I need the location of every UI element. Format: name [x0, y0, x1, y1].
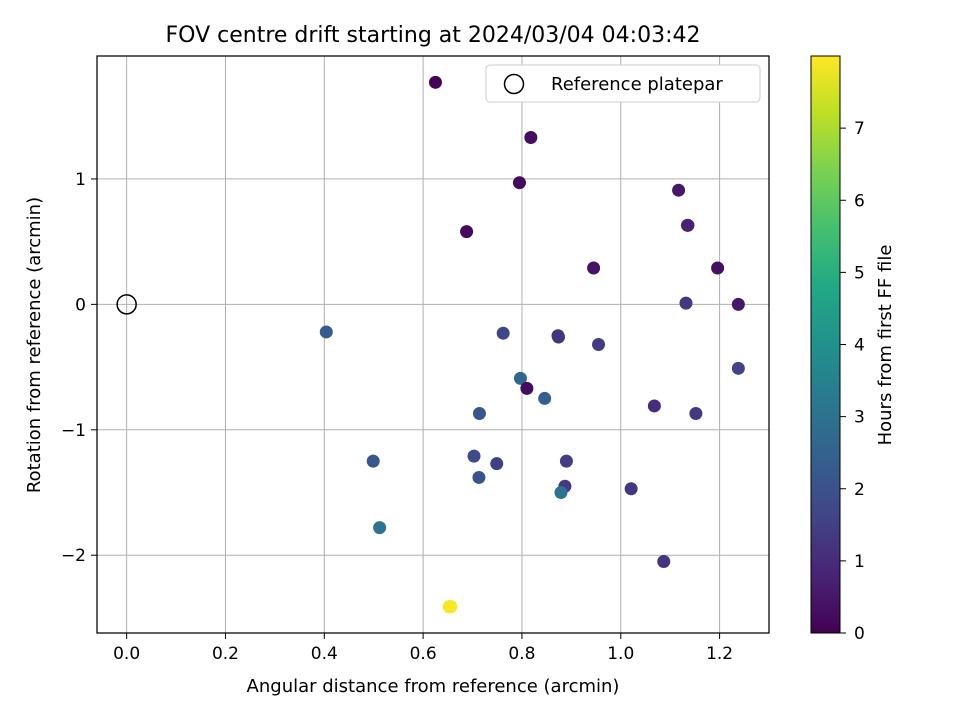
x-axis-label: Angular distance from reference (arcmin)	[247, 676, 620, 697]
colorbar-tick-label: 3	[854, 408, 865, 428]
x-tick-label: 0.0	[113, 644, 140, 664]
x-tick-label: 1.2	[706, 644, 733, 664]
colorbar-tick-label: 6	[854, 191, 865, 211]
x-tick-label: 0.2	[212, 644, 239, 664]
chart-title: FOV centre drift starting at 2024/03/04 …	[166, 23, 701, 48]
scatter-point	[366, 454, 380, 468]
colorbar-tick-label: 7	[854, 119, 865, 139]
scatter-point	[444, 600, 458, 614]
scatter-point	[711, 261, 725, 275]
legend-entry-reference-platepar: Reference platepar	[551, 74, 723, 95]
scatter-point	[681, 218, 695, 232]
grid	[97, 56, 769, 633]
x-tick-label: 0.8	[508, 644, 535, 664]
x-axis-ticks: 0.0 0.2 0.4 0.6 0.8 1.0 1.2	[113, 633, 733, 664]
y-tick-label: −2	[61, 546, 86, 566]
scatter-point	[647, 399, 661, 413]
scatter-point	[520, 381, 534, 395]
scatter-point	[554, 486, 568, 500]
scatter-point	[428, 75, 442, 89]
scatter-point	[679, 296, 693, 310]
scatter-point	[319, 325, 333, 339]
reference-platepar-marker	[116, 294, 137, 315]
scatter-point	[513, 371, 527, 385]
scatter-point	[472, 406, 486, 420]
scatter-point	[496, 326, 510, 340]
legend-box	[485, 64, 761, 103]
colorbar-ticks: 0 1 2 3 4 5 6 7	[840, 119, 865, 644]
legend-reference-marker	[503, 73, 525, 95]
scatter-point	[467, 449, 481, 463]
colorbar-label: Hours from first FF file	[875, 245, 896, 446]
scatter-point	[512, 176, 526, 190]
colorbar-tick-label: 0	[854, 624, 865, 644]
colorbar: 0 1 2 3 4 5 6 7 Hours from first FF file	[810, 55, 896, 644]
scatter-point	[559, 454, 573, 468]
scatter-point	[672, 183, 686, 197]
plot-frame	[96, 55, 770, 634]
plot-background	[97, 56, 769, 633]
scatter-point	[524, 131, 538, 145]
colorbar-tick-label: 5	[854, 263, 865, 283]
y-tick-label: 1	[75, 170, 86, 190]
scatter-point	[592, 338, 606, 351]
colorbar-tick-label: 4	[854, 336, 865, 356]
y-axis-ticks: −2 −1 0 1	[61, 170, 97, 566]
scatter-point	[624, 482, 638, 496]
colorbar-gradient	[810, 55, 841, 634]
scatter-point	[731, 361, 745, 375]
x-tick-label: 0.4	[311, 644, 338, 664]
x-tick-label: 1.0	[607, 644, 634, 664]
scatter-point	[657, 555, 671, 569]
plot-area	[96, 55, 770, 634]
x-tick-label: 0.6	[410, 644, 437, 664]
scatter-point	[731, 297, 745, 311]
scatter-point	[373, 521, 387, 535]
scatter-point	[460, 225, 474, 239]
scatter-point	[538, 391, 552, 405]
colorbar-tick-label: 1	[854, 552, 865, 572]
y-tick-label: 0	[75, 295, 86, 315]
y-axis-label: Rotation from reference (arcmin)	[24, 197, 45, 493]
colorbar-tick-label: 2	[854, 480, 865, 500]
scatter-points	[319, 75, 745, 614]
scatter-point	[490, 457, 504, 471]
legend: Reference platepar	[485, 64, 761, 103]
scatter-point	[552, 330, 566, 344]
y-tick-label: −1	[61, 421, 86, 441]
scatter-point	[472, 470, 486, 484]
scatter-point	[587, 261, 601, 275]
scatter-point	[689, 406, 703, 420]
